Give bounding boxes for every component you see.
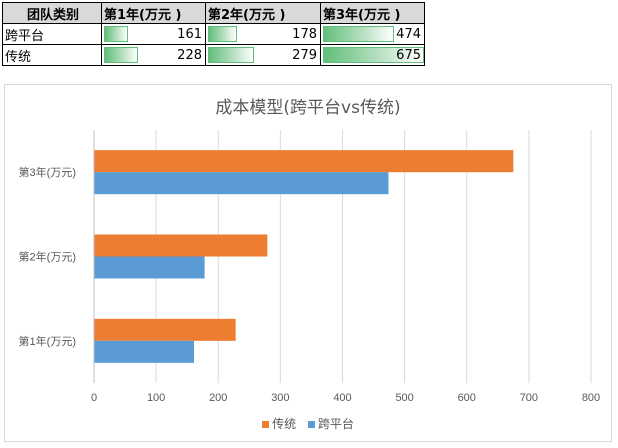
table-header-row: 团队类别 第1年(万元 ) 第2年(万元 ) 第3年(万元 ) xyxy=(2,2,425,24)
bar-cross-platform xyxy=(94,340,195,363)
bar-traditional xyxy=(94,318,236,341)
legend-swatch xyxy=(307,421,315,428)
x-tick-label: 100 xyxy=(147,392,165,404)
cell-cross-platform-year-3[interactable]: 474 xyxy=(320,23,425,45)
databar xyxy=(208,26,238,42)
cell-cross-platform-year-2[interactable]: 178 xyxy=(205,23,321,45)
cell-traditional-year-1[interactable]: 228 xyxy=(101,44,206,66)
cell-value: 178 xyxy=(292,26,317,42)
legend-label: 跨平台 xyxy=(317,417,354,431)
x-tick-label: 300 xyxy=(271,392,289,404)
x-tick-label: 600 xyxy=(458,392,476,404)
chart-plot-area: 0 100 200 300 400 500 600 700 800 第1年(万元) 第2年(万元) 第… xyxy=(19,130,600,404)
header-year-1[interactable]: 第1年(万元 ) xyxy=(101,2,206,24)
x-tick-label: 700 xyxy=(520,392,538,404)
bar-chart[interactable]: 成本模型(跨平台vs传统) 0 100 200 300 400 500 600 700 800 第… xyxy=(4,84,612,442)
table-row: 传统 228 279 675 xyxy=(2,44,425,66)
cost-data-table: 团队类别 第1年(万元 ) 第2年(万元 ) 第3年(万元 ) 跨平台 161 … xyxy=(2,2,425,66)
y-tick-label: 第2年(万元) xyxy=(19,250,76,264)
chart-legend: 传统 跨平台 xyxy=(5,415,611,432)
bar-cross-platform xyxy=(94,172,389,195)
y-tick-label: 第3年(万元) xyxy=(19,165,76,179)
databar xyxy=(323,47,424,63)
databar xyxy=(323,26,394,42)
x-tick-label: 500 xyxy=(395,392,413,404)
y-tick-label: 第1年(万元) xyxy=(19,334,76,348)
x-tick-label: 400 xyxy=(333,392,351,404)
chart-title: 成本模型(跨平台vs传统) xyxy=(215,98,401,118)
legend-item-traditional[interactable]: 传统 xyxy=(262,415,296,432)
x-tick-label: 800 xyxy=(582,392,600,404)
cell-traditional-year-3[interactable]: 675 xyxy=(320,44,425,66)
cell-value: 161 xyxy=(177,26,202,42)
databar xyxy=(104,26,129,42)
bar-cross-platform xyxy=(94,256,205,279)
databar xyxy=(104,47,139,63)
x-tick-label: 0 xyxy=(91,392,97,404)
databar xyxy=(208,47,255,63)
cell-value: 279 xyxy=(292,47,317,63)
cell-value: 228 xyxy=(177,47,202,63)
legend-swatch xyxy=(262,421,270,428)
cell-value: 675 xyxy=(396,47,421,63)
legend-item-cross-platform[interactable]: 跨平台 xyxy=(307,415,354,432)
bar-traditional xyxy=(94,150,514,173)
header-team-category[interactable]: 团队类别 xyxy=(2,2,102,24)
bar-traditional xyxy=(94,234,268,257)
row-label-cross-platform[interactable]: 跨平台 xyxy=(2,23,102,45)
x-tick-label: 200 xyxy=(209,392,227,404)
header-year-2[interactable]: 第2年(万元 ) xyxy=(205,2,321,24)
cell-traditional-year-2[interactable]: 279 xyxy=(205,44,321,66)
cell-cross-platform-year-1[interactable]: 161 xyxy=(101,23,206,45)
cell-value: 474 xyxy=(396,26,421,42)
legend-label: 传统 xyxy=(272,417,297,431)
row-label-traditional[interactable]: 传统 xyxy=(2,44,102,66)
table-row: 跨平台 161 178 474 xyxy=(2,23,425,45)
header-year-3[interactable]: 第3年(万元 ) xyxy=(320,2,425,24)
